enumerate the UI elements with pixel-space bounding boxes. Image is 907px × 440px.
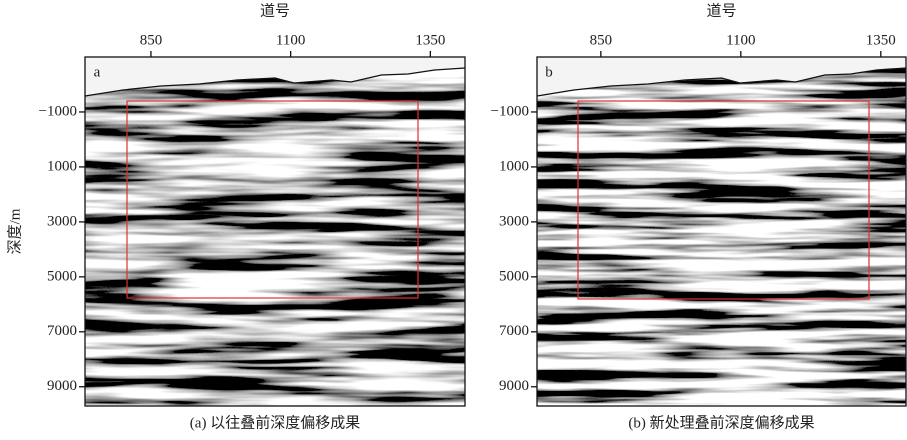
y-tick-label: 9000 — [47, 378, 77, 394]
sky-mask — [85, 57, 465, 96]
surface-line — [536, 67, 907, 97]
y-tick-label: 3000 — [47, 213, 77, 229]
y-axis-title: 深度/m — [6, 208, 23, 254]
x-tick-label: 850 — [140, 32, 163, 48]
y-tick-label: 5000 — [499, 268, 529, 284]
x-tick-label: 1100 — [276, 32, 305, 48]
panel-label: a — [94, 64, 101, 80]
caption: (b) 新处理叠前深度偏移成果 — [628, 414, 814, 431]
frame — [536, 56, 907, 407]
y-tick-label: 7000 — [499, 323, 529, 339]
highlight-box — [577, 100, 870, 300]
x-tick-label: 1350 — [866, 32, 896, 48]
surface-line — [84, 67, 466, 97]
y-tick-label: 9000 — [499, 378, 529, 394]
y-tick-label: −1000 — [491, 103, 529, 119]
frame — [84, 56, 466, 407]
y-tick-label: 1000 — [47, 158, 77, 174]
seismic-image — [537, 57, 906, 406]
panel-label: b — [545, 64, 553, 80]
y-tick-label: −1000 — [39, 103, 77, 119]
seismic-image — [85, 57, 465, 406]
y-tick-label: 1000 — [499, 158, 529, 174]
x-axis-title: 道号 — [260, 2, 290, 19]
x-axis-title: 道号 — [706, 2, 736, 19]
x-tick-label: 850 — [590, 32, 613, 48]
y-tick-label: 5000 — [47, 268, 77, 284]
sky-mask — [537, 57, 906, 96]
caption: (a) 以往叠前深度偏移成果 — [190, 414, 360, 431]
x-tick-label: 1100 — [726, 32, 755, 48]
x-tick-label: 1350 — [415, 32, 445, 48]
highlight-box — [126, 100, 419, 299]
y-tick-label: 7000 — [47, 323, 77, 339]
y-tick-label: 3000 — [499, 213, 529, 229]
